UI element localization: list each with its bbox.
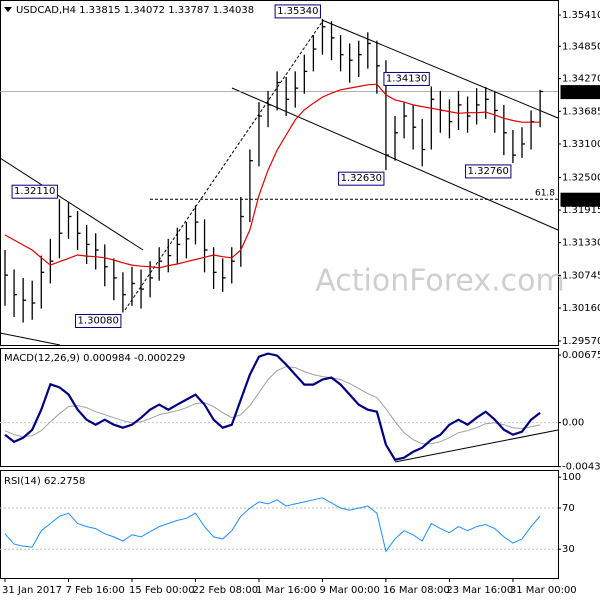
macd-title: MACD(12,26,9) 0.000984 -0.000229 bbox=[4, 353, 185, 364]
trendline bbox=[0, 157, 144, 251]
trendline bbox=[321, 19, 559, 119]
trendline bbox=[0, 332, 61, 346]
y-tick-label: -0.004399 bbox=[562, 462, 600, 473]
macd-value: 0.000984 bbox=[83, 353, 131, 364]
y-tick-label: 70 bbox=[562, 503, 575, 514]
macd-line bbox=[4, 352, 541, 461]
price-annotation-box bbox=[11, 184, 58, 199]
x-tick-label: 22 Feb 08:00 bbox=[192, 585, 258, 596]
symbol: USDCAD,H4 bbox=[16, 5, 76, 16]
price-annotation: 1.32110 bbox=[14, 186, 55, 197]
rsi-label: RSI(14) bbox=[4, 476, 41, 487]
rsi-title: RSI(14) 62.2758 bbox=[4, 476, 85, 487]
trendline bbox=[124, 21, 323, 311]
moving-average bbox=[4, 83, 541, 269]
open: 1.33815 bbox=[79, 5, 120, 16]
signal-value: -0.000229 bbox=[134, 353, 185, 364]
watermark: ActionForex.com bbox=[315, 264, 564, 299]
y-tick-label: 1.33685 bbox=[562, 106, 600, 117]
x-tick-label: 7 Feb 16:00 bbox=[65, 585, 124, 596]
rsi-line bbox=[4, 497, 541, 553]
low: 1.33787 bbox=[168, 5, 209, 16]
x-tick-label: 9 Mar 00:00 bbox=[319, 585, 379, 596]
macd-pane bbox=[0, 348, 559, 467]
menu-arrow bbox=[4, 7, 12, 12]
price-title: USDCAD,H4 1.33815 1.34072 1.33787 1.3403… bbox=[16, 5, 254, 16]
x-tick-label: 31 Mar 00:00 bbox=[510, 585, 577, 596]
x-tick-label: 31 Jan 2017 bbox=[2, 585, 62, 596]
x-tick-label: 16 Mar 08:00 bbox=[383, 585, 450, 596]
price-annotation: 1.30080 bbox=[78, 316, 119, 327]
price-annotation: 1.35340 bbox=[277, 6, 318, 17]
price-annotation-box bbox=[338, 171, 385, 186]
y-tick-label: 1.33100 bbox=[562, 139, 600, 150]
fib-label: 61.8 bbox=[535, 189, 555, 199]
x-tick-label: 15 Feb 00:00 bbox=[129, 585, 195, 596]
y-tick-label: 1.30160 bbox=[562, 303, 600, 314]
y-tick-label: 1.31915 bbox=[562, 205, 600, 216]
y-tick-label: 1.31330 bbox=[562, 238, 600, 249]
current-price-label-box bbox=[560, 85, 600, 100]
y-tick-label: 1.34850 bbox=[562, 41, 600, 52]
x-tick-label: 1 Mar 16:00 bbox=[256, 585, 316, 596]
y-tick-label: 1.35410 bbox=[562, 10, 600, 21]
price-annotation-box bbox=[274, 4, 321, 19]
high: 1.34072 bbox=[124, 5, 165, 16]
close: 1.34038 bbox=[213, 5, 254, 16]
x-tick-label: 23 Mar 16:00 bbox=[446, 585, 513, 596]
rsi-value: 62.2758 bbox=[44, 476, 85, 487]
y-tick-label: 1.32500 bbox=[562, 172, 600, 183]
price-pane bbox=[0, 0, 559, 346]
rsi-pane bbox=[0, 470, 559, 579]
y-tick-label: 100 bbox=[562, 472, 581, 483]
trendline bbox=[394, 429, 559, 463]
price-annotation-box bbox=[75, 314, 122, 329]
y-tick-label: 0.00 bbox=[562, 418, 584, 429]
price-annotation-box bbox=[383, 71, 430, 86]
level-price-label-box bbox=[560, 192, 600, 207]
level-price-label: 1.32110 bbox=[563, 194, 600, 205]
price-annotation: 1.32630 bbox=[341, 173, 382, 184]
price-annotation: 1.34130 bbox=[386, 73, 427, 84]
y-tick-label: 30 bbox=[562, 544, 575, 555]
current-price-label: 1.34038 bbox=[563, 87, 600, 98]
price-annotation: 1.32760 bbox=[468, 166, 509, 177]
macd-line bbox=[4, 366, 541, 445]
y-tick-label: 1.30745 bbox=[562, 270, 600, 281]
price-annotation-box bbox=[465, 164, 512, 179]
y-tick-label: 1.34270 bbox=[562, 74, 600, 85]
y-tick-label: 0.006754 bbox=[562, 350, 600, 361]
y-tick-label: 1.29570 bbox=[562, 336, 600, 347]
macd-label: MACD(12,26,9) bbox=[4, 353, 80, 364]
